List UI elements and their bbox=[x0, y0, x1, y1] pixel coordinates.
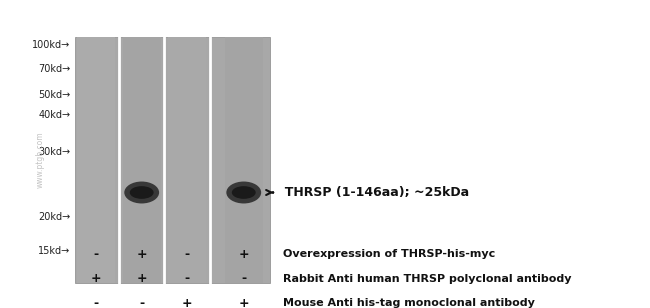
Ellipse shape bbox=[226, 181, 261, 204]
Text: +: + bbox=[239, 248, 249, 261]
Bar bbox=[75, 37, 270, 283]
Text: 30kd→: 30kd→ bbox=[38, 148, 70, 157]
Text: -: - bbox=[241, 272, 246, 285]
Text: Rabbit Anti human THRSP polyclonal antibody: Rabbit Anti human THRSP polyclonal antib… bbox=[283, 274, 571, 284]
Text: -: - bbox=[185, 248, 190, 261]
Text: 20kd→: 20kd→ bbox=[38, 212, 70, 222]
Text: 15kd→: 15kd→ bbox=[38, 246, 70, 256]
Text: -: - bbox=[185, 272, 190, 285]
Text: -: - bbox=[139, 297, 144, 308]
Text: -: - bbox=[94, 248, 99, 261]
Bar bbox=[225, 37, 263, 283]
Text: Overexpression of THRSP-his-myc: Overexpression of THRSP-his-myc bbox=[283, 249, 495, 259]
Bar bbox=[123, 37, 161, 283]
Ellipse shape bbox=[130, 186, 153, 199]
Text: www.ptgb.com: www.ptgb.com bbox=[36, 132, 45, 188]
Text: 70kd→: 70kd→ bbox=[38, 64, 70, 74]
Text: +: + bbox=[239, 297, 249, 308]
Ellipse shape bbox=[232, 186, 255, 199]
Text: 50kd→: 50kd→ bbox=[38, 91, 70, 100]
Text: 40kd→: 40kd→ bbox=[38, 111, 70, 120]
Text: Mouse Anti his-tag monoclonal antibody: Mouse Anti his-tag monoclonal antibody bbox=[283, 298, 534, 308]
Ellipse shape bbox=[124, 181, 159, 204]
Text: THRSP (1-146aa); ~25kDa: THRSP (1-146aa); ~25kDa bbox=[266, 186, 469, 199]
Text: -: - bbox=[94, 297, 99, 308]
Text: 100kd→: 100kd→ bbox=[32, 40, 70, 50]
Bar bbox=[168, 37, 206, 283]
Bar bbox=[77, 37, 115, 283]
Text: +: + bbox=[136, 272, 147, 285]
Text: +: + bbox=[91, 272, 101, 285]
Text: +: + bbox=[136, 248, 147, 261]
Text: +: + bbox=[182, 297, 192, 308]
